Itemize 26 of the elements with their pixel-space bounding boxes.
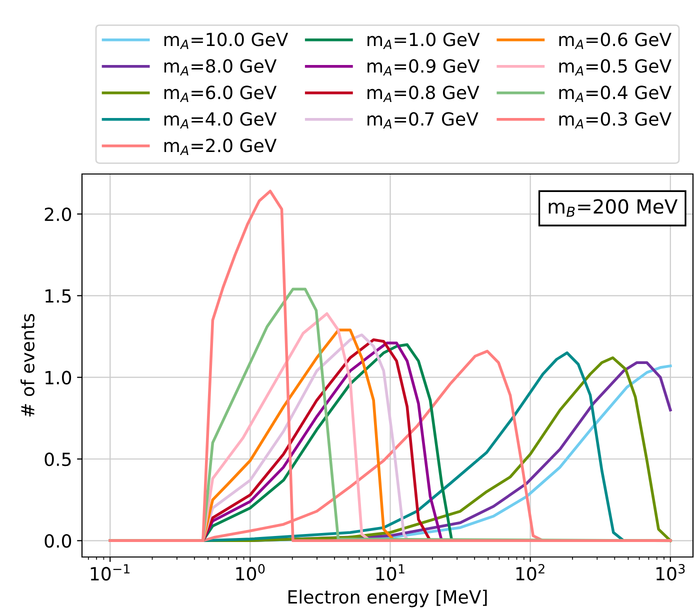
y-axis-title: # of events	[20, 314, 35, 417]
legend-label: m$_{A}$=1.0 GeV	[368, 32, 480, 49]
legend-label: m$_{A}$=0.4 GeV	[559, 86, 672, 102]
x-axis-title: Electron energy [MeV]	[288, 590, 487, 608]
legend-label: m$_{A}$=0.5 GeV	[559, 59, 672, 76]
legend-label: m$_{A}$=0.9 GeV	[368, 59, 480, 76]
x-tick-label: 10$^{−1}$	[90, 564, 130, 581]
legend-label: m$_{A}$=4.0 GeV	[164, 112, 277, 129]
y-tick-label: 0.5	[44, 452, 71, 466]
legend-label: m$_{A}$=2.0 GeV	[164, 138, 277, 156]
y-tick-label: 0.0	[44, 534, 72, 548]
annotation: m$_{B}$=200 MeV	[548, 199, 678, 217]
x-tick-label: 10$^{0}$	[236, 564, 265, 581]
x-tick-label: 10$^{2}$	[516, 564, 544, 581]
legend-label: m$_{A}$=0.8 GeV	[368, 86, 480, 102]
x-tick-label: 10$^{1}$	[376, 564, 404, 581]
legend-label: m$_{A}$=10.0 GeV	[164, 32, 288, 49]
legend-label: m$_{A}$=0.7 GeV	[368, 112, 478, 129]
legend-label: m$_{A}$=8.0 GeV	[164, 59, 277, 76]
legend-label: m$_{A}$=6.0 GeV	[164, 86, 277, 102]
x-tick-label: 10$^{3}$	[656, 564, 685, 581]
y-tick-label: 2.0	[44, 207, 72, 222]
y-tick-label: 1.5	[46, 289, 71, 303]
legend-label: m$_{A}$=0.6 GeV	[559, 32, 672, 49]
legend-label: m$_{A}$=0.3 GeV	[559, 112, 672, 129]
y-tick-label: 1.0	[46, 370, 72, 384]
